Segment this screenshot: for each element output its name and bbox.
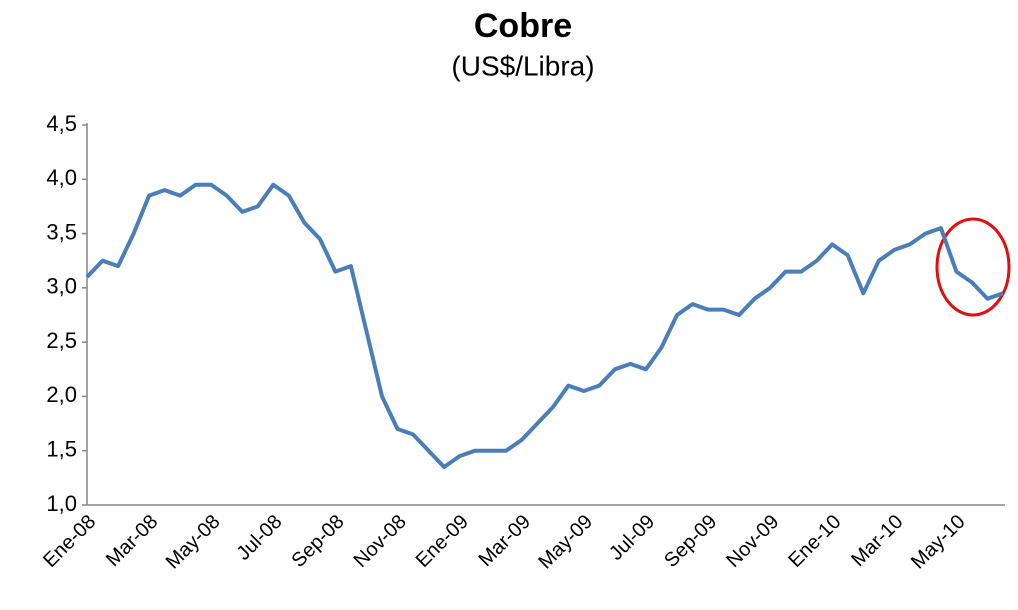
x-tick-label: May-08 [162, 511, 225, 574]
data-line [85, 182, 1004, 469]
y-tick-label: 3,5 [46, 219, 77, 244]
x-tick-label: May-09 [534, 511, 597, 574]
y-tick-label: 4,0 [46, 165, 77, 190]
x-tick-label: Sep-08 [288, 511, 349, 572]
x-tick-label: Mar-08 [102, 511, 162, 571]
x-tick-label: Mar-09 [475, 511, 535, 571]
x-tick-label: Mar-10 [847, 511, 907, 571]
y-tick-label: 1,0 [46, 491, 77, 516]
x-tick-label: Jul-09 [605, 511, 659, 565]
y-tick-label: 1,5 [46, 437, 77, 462]
x-tick-label: Nov-08 [350, 511, 411, 572]
x-tick-label: May-10 [907, 511, 970, 574]
x-tick-label: Ene-09 [412, 511, 473, 572]
x-tick-label: Ene-08 [39, 511, 100, 572]
chart-subtitle: (US$/Libra) [451, 50, 594, 81]
x-tick-label: Ene-10 [784, 511, 845, 572]
y-tick-label: 2,0 [46, 382, 77, 407]
y-tick-label: 2,5 [46, 328, 77, 353]
y-tick-label: 4,5 [46, 111, 77, 136]
x-tick-label: Jul-08 [232, 511, 286, 565]
chart-title: Cobre [474, 7, 572, 45]
highlight-circle [935, 217, 1011, 317]
x-tick-label: Sep-09 [660, 511, 721, 572]
y-tick-label: 3,0 [46, 274, 77, 299]
x-tick-label: Nov-09 [722, 511, 783, 572]
